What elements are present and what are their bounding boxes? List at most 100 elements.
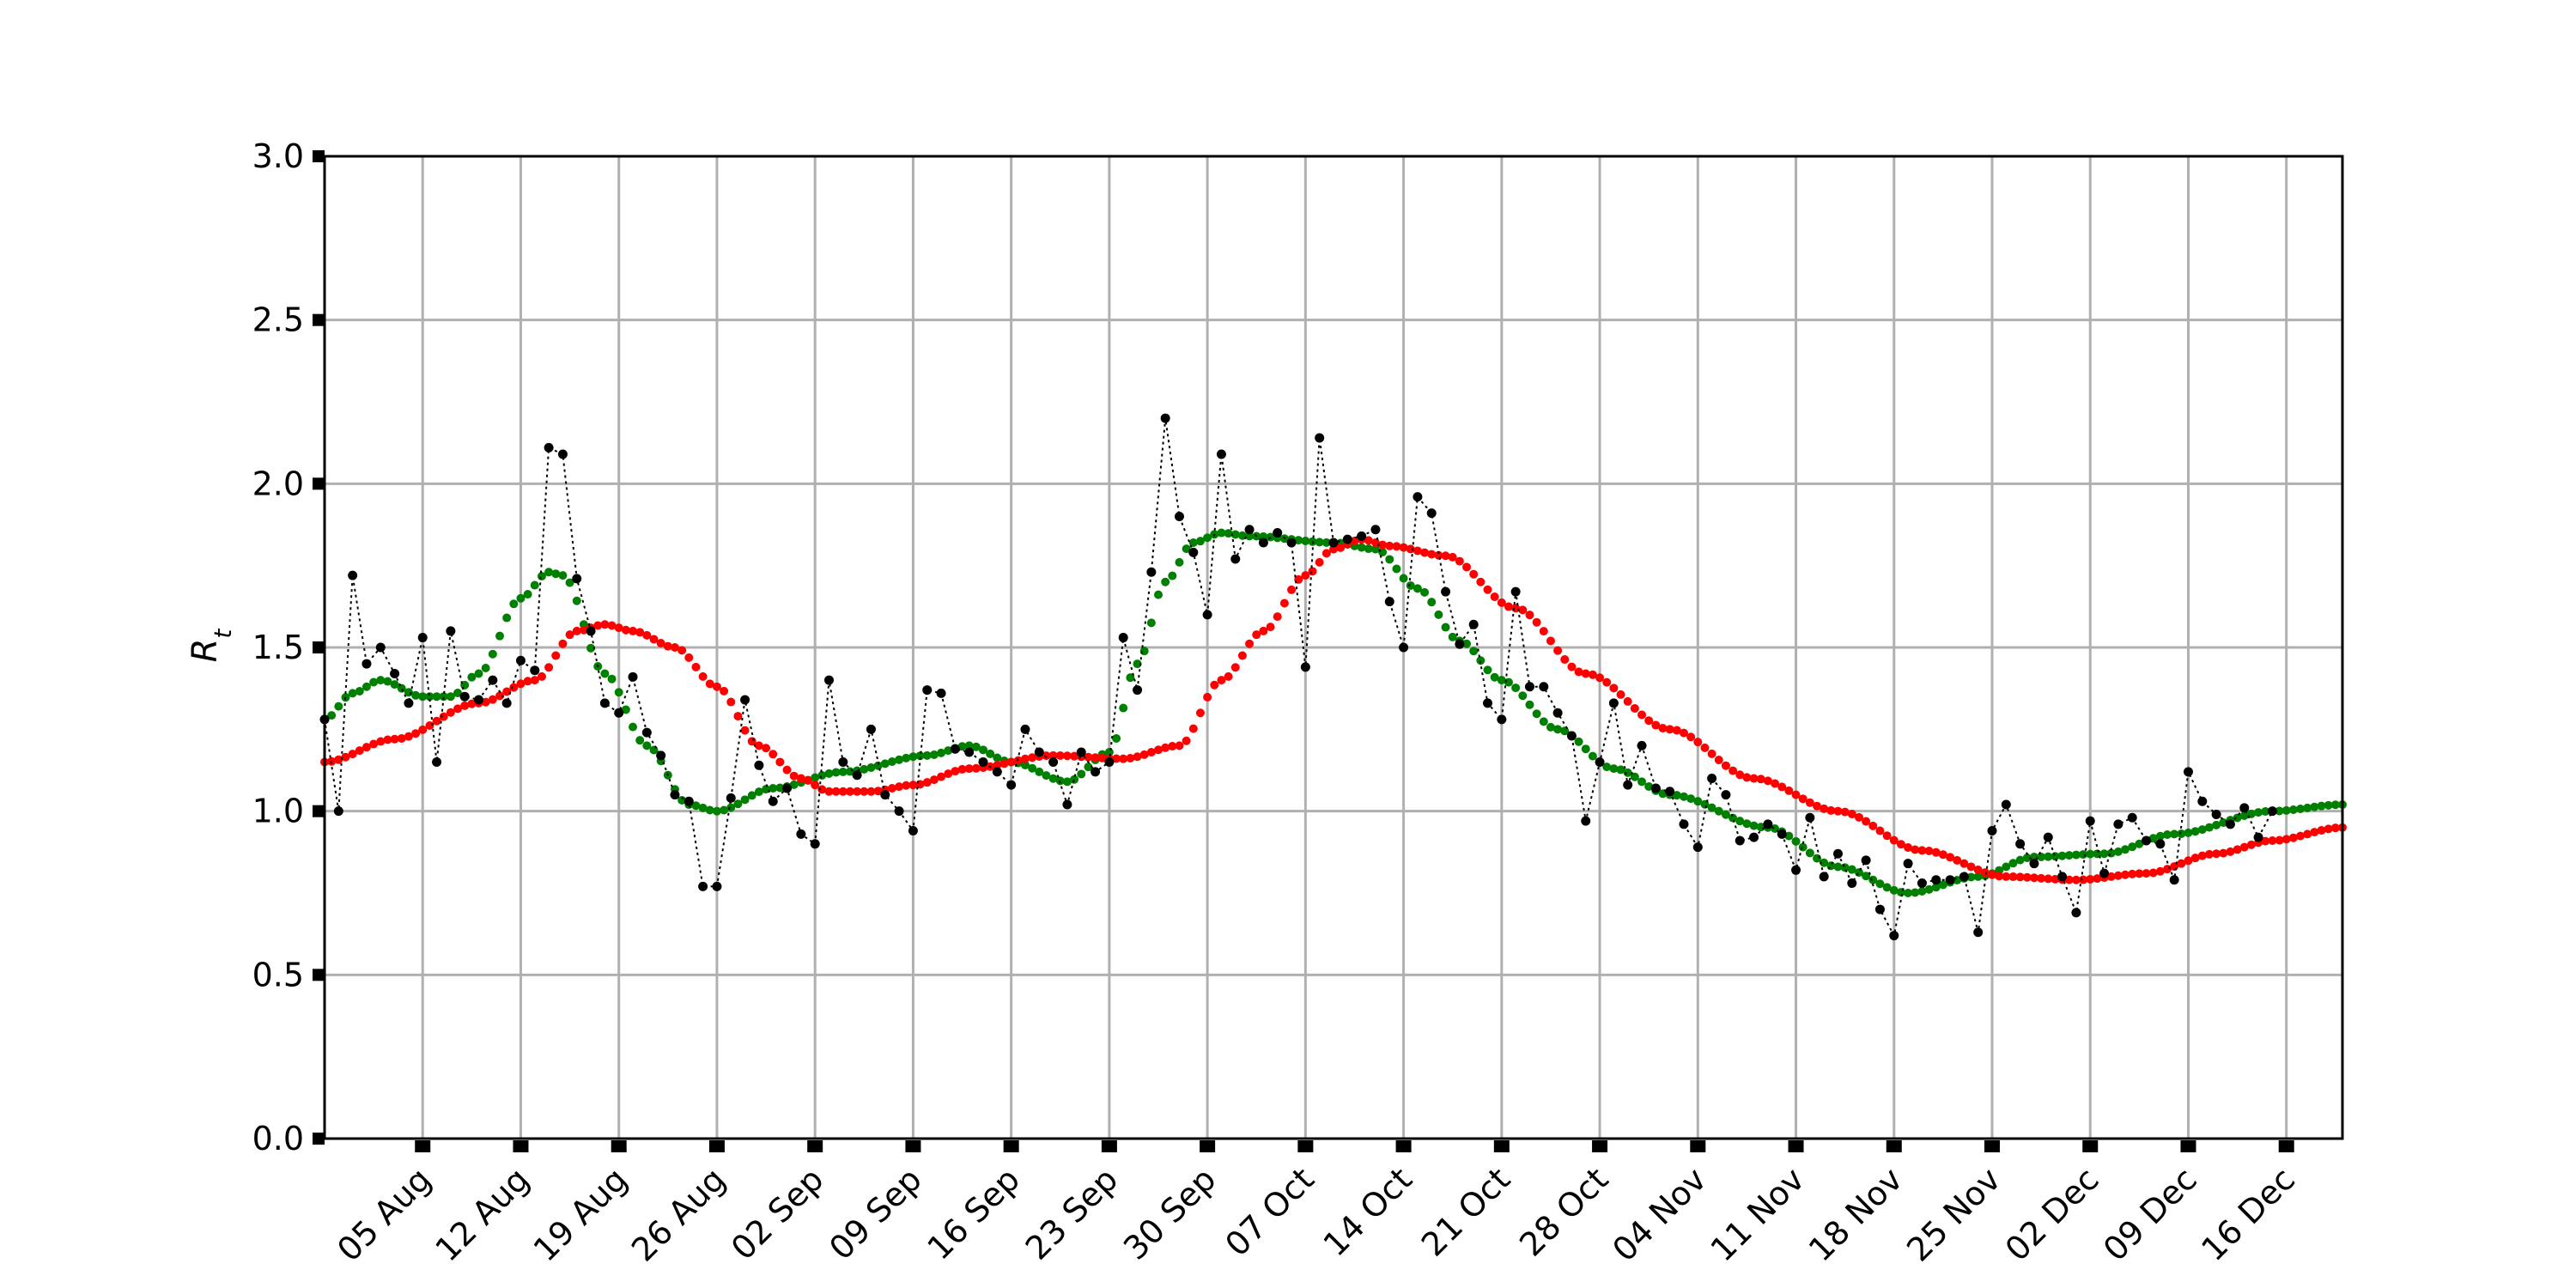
green-point	[1469, 647, 1479, 656]
green-point	[1749, 821, 1759, 830]
daily-point	[1328, 538, 1339, 548]
red-point	[1182, 736, 1191, 745]
red-point	[1672, 726, 1681, 735]
green-point	[1315, 538, 1324, 547]
series-layer	[319, 413, 2347, 941]
green-point	[1658, 789, 1668, 799]
green-point	[2281, 805, 2291, 815]
red-point	[1763, 776, 1772, 786]
green-point	[1237, 531, 1247, 540]
green-point	[1847, 865, 1856, 874]
green-point	[586, 643, 596, 653]
red-point	[1455, 556, 1464, 566]
green-point	[1525, 700, 1534, 709]
green-point	[2113, 847, 2123, 856]
daily-point	[1959, 872, 1969, 882]
red-point	[831, 787, 841, 796]
x-tick-mark	[1200, 1140, 1216, 1152]
green-point	[2071, 850, 2081, 860]
green-point	[2050, 852, 2060, 861]
red-point	[1679, 728, 1688, 738]
red-point	[2113, 871, 2123, 880]
x-tick-mark	[1297, 1140, 1314, 1152]
green-point	[1321, 538, 1331, 547]
red-point	[1966, 862, 1976, 872]
daily-point	[838, 756, 848, 767]
red-point	[516, 679, 526, 689]
red-point	[1217, 676, 1226, 685]
green-point	[2044, 852, 2053, 861]
daily-point	[1692, 842, 1703, 853]
daily-point	[2057, 872, 2068, 882]
green-point	[1721, 810, 1730, 819]
red-point	[1413, 546, 1422, 556]
green-point	[1546, 722, 1555, 732]
x-tick-mark	[1788, 1140, 1804, 1152]
red-point	[866, 787, 876, 796]
green-point	[2288, 805, 2298, 815]
red-point	[502, 687, 512, 696]
red-point	[1588, 670, 1597, 679]
red-point	[2086, 874, 2095, 884]
y-tick-mark	[313, 969, 325, 981]
red-point	[418, 725, 428, 734]
daily-point	[1973, 927, 1984, 938]
green-point	[530, 580, 539, 590]
green-point	[964, 741, 974, 750]
red-point	[1721, 761, 1730, 770]
daily-point	[1833, 848, 1843, 859]
green-point	[2303, 803, 2312, 812]
x-tick-mark	[513, 1140, 529, 1152]
daily-point	[712, 881, 722, 891]
green-point	[614, 688, 623, 697]
red-point	[390, 734, 399, 744]
green-point	[1574, 737, 1583, 746]
red-point	[1161, 743, 1170, 752]
green-point	[1904, 889, 1913, 897]
daily-point	[922, 685, 933, 696]
green-point	[1623, 768, 1632, 777]
grid-lines	[325, 155, 2342, 1140]
daily-point	[2029, 859, 2039, 869]
red-point	[1378, 540, 1388, 550]
green-point	[1370, 544, 1380, 554]
green-point	[880, 759, 890, 769]
red-point	[2204, 849, 2214, 859]
red-point	[1315, 557, 1324, 567]
daily-point	[1104, 756, 1115, 767]
red-point	[1651, 720, 1661, 730]
daily-point	[936, 688, 946, 698]
green-point	[495, 631, 504, 641]
green-point	[902, 753, 911, 762]
red-point	[1980, 868, 1990, 878]
green-point	[1938, 880, 1947, 890]
green-point	[2212, 820, 2221, 829]
green-point	[1616, 765, 1625, 775]
daily-point	[1903, 859, 1913, 869]
red-point	[376, 737, 386, 746]
green-point	[1427, 598, 1437, 607]
red-point	[1756, 775, 1765, 784]
green-point	[1042, 771, 1051, 781]
green-point	[1707, 803, 1716, 812]
red-point	[1462, 562, 1472, 572]
red-point	[1266, 623, 1275, 632]
red-point	[860, 787, 869, 796]
daily-point	[1861, 855, 1871, 866]
daily-point	[375, 642, 386, 653]
daily-point	[2169, 875, 2179, 885]
red-point	[411, 729, 421, 738]
green-point	[1511, 683, 1521, 693]
green-point	[1630, 772, 1639, 781]
red-point	[551, 651, 561, 660]
green-point	[2022, 854, 2032, 863]
green-point	[944, 746, 953, 756]
red-point	[495, 691, 504, 701]
green-point	[1126, 673, 1135, 683]
green-point	[1077, 769, 1086, 779]
red-point	[1953, 855, 1962, 865]
daily-point	[1342, 534, 1352, 544]
green-point	[915, 751, 925, 761]
red-point	[1133, 752, 1142, 762]
red-point	[355, 746, 364, 756]
